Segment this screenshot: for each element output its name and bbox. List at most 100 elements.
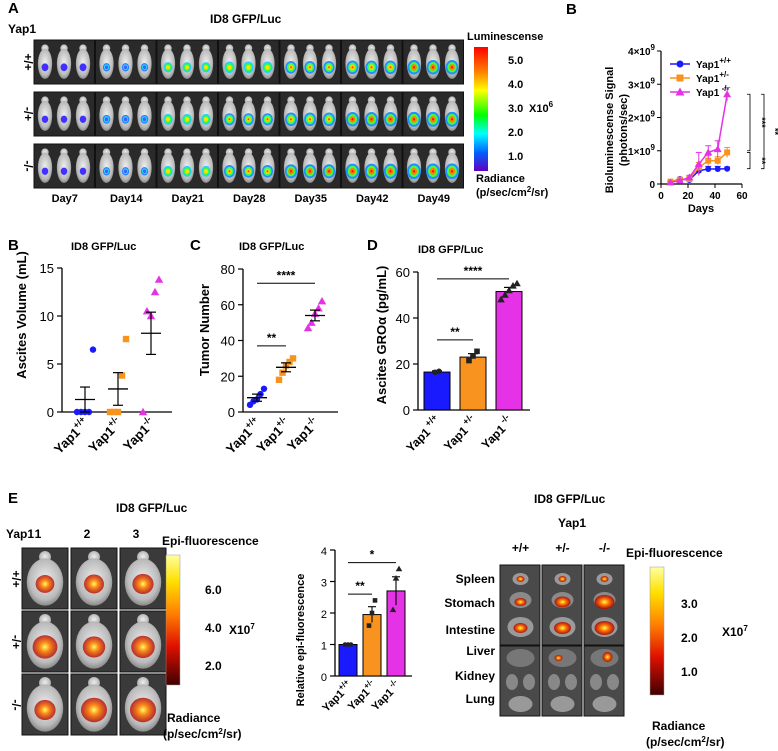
signal-blob: [445, 60, 459, 75]
signal-blob: [182, 165, 192, 177]
signal-blob: [242, 164, 255, 178]
signal-layer: [450, 118, 454, 121]
data-point: [474, 348, 480, 355]
organ-shape: [592, 696, 617, 712]
tumor-signal: [558, 576, 567, 582]
data-point: [154, 275, 164, 283]
luminescence-image: [279, 39, 341, 85]
bar: [362, 614, 382, 677]
epi-bar-ylabel: Relative epi-fluorescence: [295, 574, 307, 707]
line-chart-ylabel-1: Bioluminescense Signal: [604, 67, 616, 194]
bracket-line: [747, 152, 751, 170]
y-tick-label: 80: [221, 262, 235, 277]
data-point: [713, 145, 722, 153]
data-point: [279, 369, 286, 376]
panel-b-title: ID8 GFP/Luc: [71, 241, 136, 253]
epi-scale-ticks: 6.0 4.0 2.0: [205, 583, 222, 673]
organ-shape: [506, 649, 535, 667]
signal-layer: [309, 118, 311, 121]
organ-label: Lung: [466, 692, 495, 706]
data-point: [142, 307, 152, 315]
panel-letter-b: B: [8, 237, 19, 254]
luminescence-scale-title: Luminescense: [467, 31, 543, 43]
organ-image: [541, 564, 583, 646]
tumor-signal: [81, 697, 107, 723]
signal-blob: [426, 60, 440, 75]
signal-blob: [365, 112, 378, 127]
data-point: [392, 575, 400, 581]
data-point: [138, 407, 148, 416]
signal-layer: [203, 116, 209, 122]
y-tick-label: 0: [403, 403, 410, 418]
signal-layer: [309, 66, 311, 69]
signal-layer: [389, 66, 392, 69]
tumor-signal: [32, 635, 58, 659]
x-tick-label: 60: [736, 191, 748, 202]
data-point: [275, 376, 283, 384]
signal-blob: [426, 163, 440, 180]
organ-shape: [506, 674, 518, 690]
organ-image-grid: [499, 564, 625, 717]
luminescence-colorbar: [474, 47, 488, 171]
legend-label: Yap1+/-: [696, 70, 729, 85]
signal-layer: [185, 65, 189, 70]
data-point: [303, 323, 313, 332]
signal-layer: [61, 116, 67, 122]
scale-tick-label: 1.0: [508, 151, 523, 163]
signal-blob: [79, 167, 87, 175]
luminescence-image: [279, 143, 341, 189]
data-point: [366, 623, 372, 628]
organ-multiplier: X107: [722, 624, 748, 639]
y-tick-label: 0: [47, 405, 54, 420]
signal-blob: [364, 163, 379, 179]
signal-layer: [370, 170, 373, 173]
signal-blob: [41, 63, 49, 72]
luminescence-scale-ticks: 5.0 4.0 3.0 2.0 1.0: [508, 55, 523, 163]
y-tick-label: 10: [40, 309, 54, 324]
x-tick-label: 0: [658, 191, 664, 202]
signal-layer: [389, 170, 392, 173]
data-point: [704, 148, 713, 156]
data-point: [110, 408, 118, 416]
signal-blob: [407, 163, 421, 180]
data-point: [705, 166, 712, 173]
y-tick-label: 20: [221, 369, 235, 384]
luminescence-image: [95, 39, 157, 85]
luminescence-image: [341, 143, 403, 189]
panel-e: E ID8 GFP/Luc Yap1 1 2 3 +/+ -/+ -/- Epi-flu…: [6, 490, 748, 749]
data-point: [705, 157, 712, 164]
data-point: [307, 318, 316, 326]
data-point: [260, 385, 268, 392]
y-tick-label: 60: [396, 265, 410, 280]
day-labels: Day7 Day14 Day21 Day28 Day35 Day42 Day49: [52, 193, 450, 205]
y-tick-label: 2: [321, 609, 327, 621]
signal-blob: [223, 164, 236, 178]
bar: [459, 356, 487, 411]
column-label: 3: [133, 527, 140, 541]
signal-layer: [42, 64, 48, 71]
data-point: [106, 408, 114, 416]
panel-e-title-left: ID8 GFP/Luc: [116, 501, 188, 515]
organ-column-labels: +/+ +/- -/-: [512, 541, 610, 555]
signal-blob: [224, 61, 235, 74]
signal-layer: [228, 118, 231, 121]
signal-blob: [140, 63, 149, 72]
legend-item: Yap1+/-: [670, 70, 729, 85]
organ-label: Stomach: [444, 596, 495, 610]
panel-d-ylabel: Ascites GROα (pg/mL): [374, 266, 389, 405]
panel-a-gene-label: Yap1: [8, 22, 36, 36]
signal-layer: [123, 169, 128, 174]
organ-image: [541, 645, 583, 717]
signal-blob: [262, 61, 273, 74]
data-point: [723, 90, 732, 98]
y-tick-label: 1×109: [628, 143, 656, 158]
signal-blob: [163, 165, 173, 177]
signal-blob: [304, 60, 316, 74]
signal-layer: [104, 117, 109, 122]
luminescence-image: [402, 39, 464, 85]
y-tick-label: 2×109: [628, 110, 656, 125]
signal-layer: [104, 65, 109, 70]
